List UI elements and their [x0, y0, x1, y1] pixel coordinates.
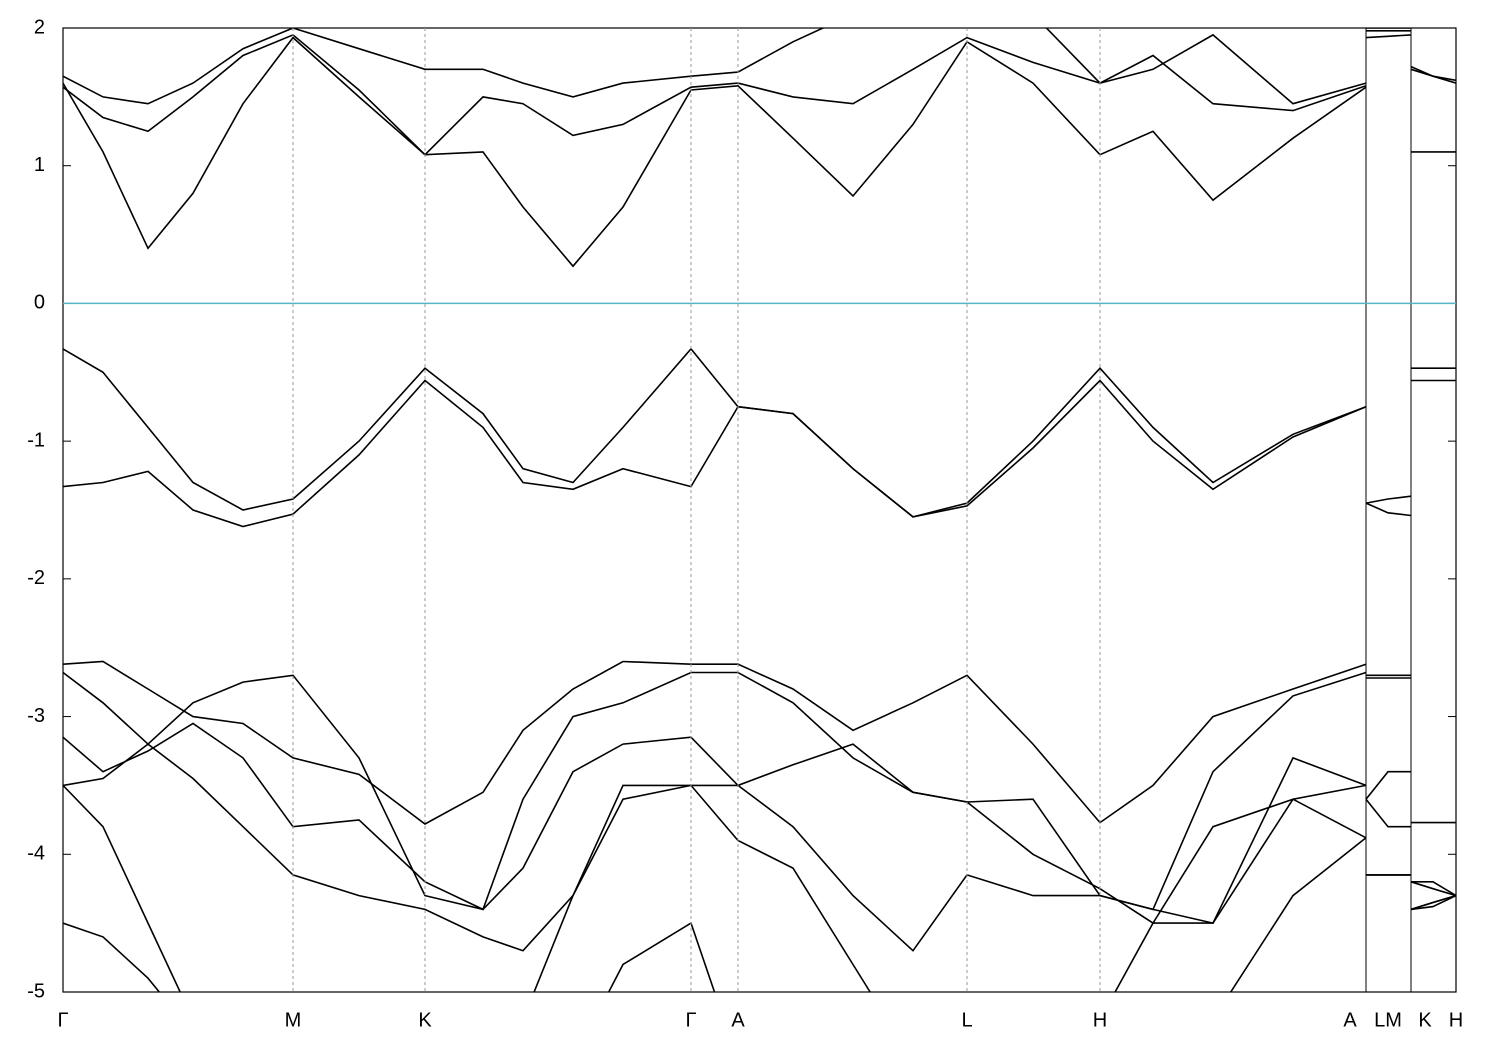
x-tick-label: Γ [57, 1009, 68, 1031]
x-tick-label: M [285, 1009, 302, 1031]
y-tick-label: -5 [27, 980, 45, 1002]
band [63, 349, 1456, 517]
x-tick-label: Γ [685, 1009, 696, 1031]
y-tick-label: -4 [27, 843, 45, 865]
band [63, 35, 1456, 155]
band [63, 662, 1456, 825]
x-tick-label: H [1093, 1009, 1107, 1031]
x-tick-label: LM [1374, 1009, 1402, 1031]
x-tick-label: L [961, 1009, 972, 1031]
plot-frame [63, 28, 1456, 992]
y-tick-label: 1 [34, 154, 45, 176]
y-tick-label: -1 [27, 429, 45, 451]
band [63, 744, 1456, 951]
y-tick-label: 2 [34, 16, 45, 38]
x-tick-label: K [418, 1009, 432, 1031]
y-tick-label: 0 [34, 292, 45, 314]
chart: -5-4-3-2-1012ΓMKΓALHALMKH [0, 0, 1500, 1050]
band [63, 785, 1456, 1050]
x-tick-label: A [731, 1009, 745, 1031]
band [63, 673, 1456, 910]
band [63, 724, 1456, 924]
y-tick-label: -2 [27, 567, 45, 589]
bands [63, 14, 1456, 1050]
y-tick-label: -3 [27, 705, 45, 727]
x-tick-label: A [1343, 1009, 1357, 1031]
band [63, 381, 1456, 527]
x-tick-label: K [1418, 1009, 1432, 1031]
x-tick-label: H [1449, 1009, 1463, 1031]
